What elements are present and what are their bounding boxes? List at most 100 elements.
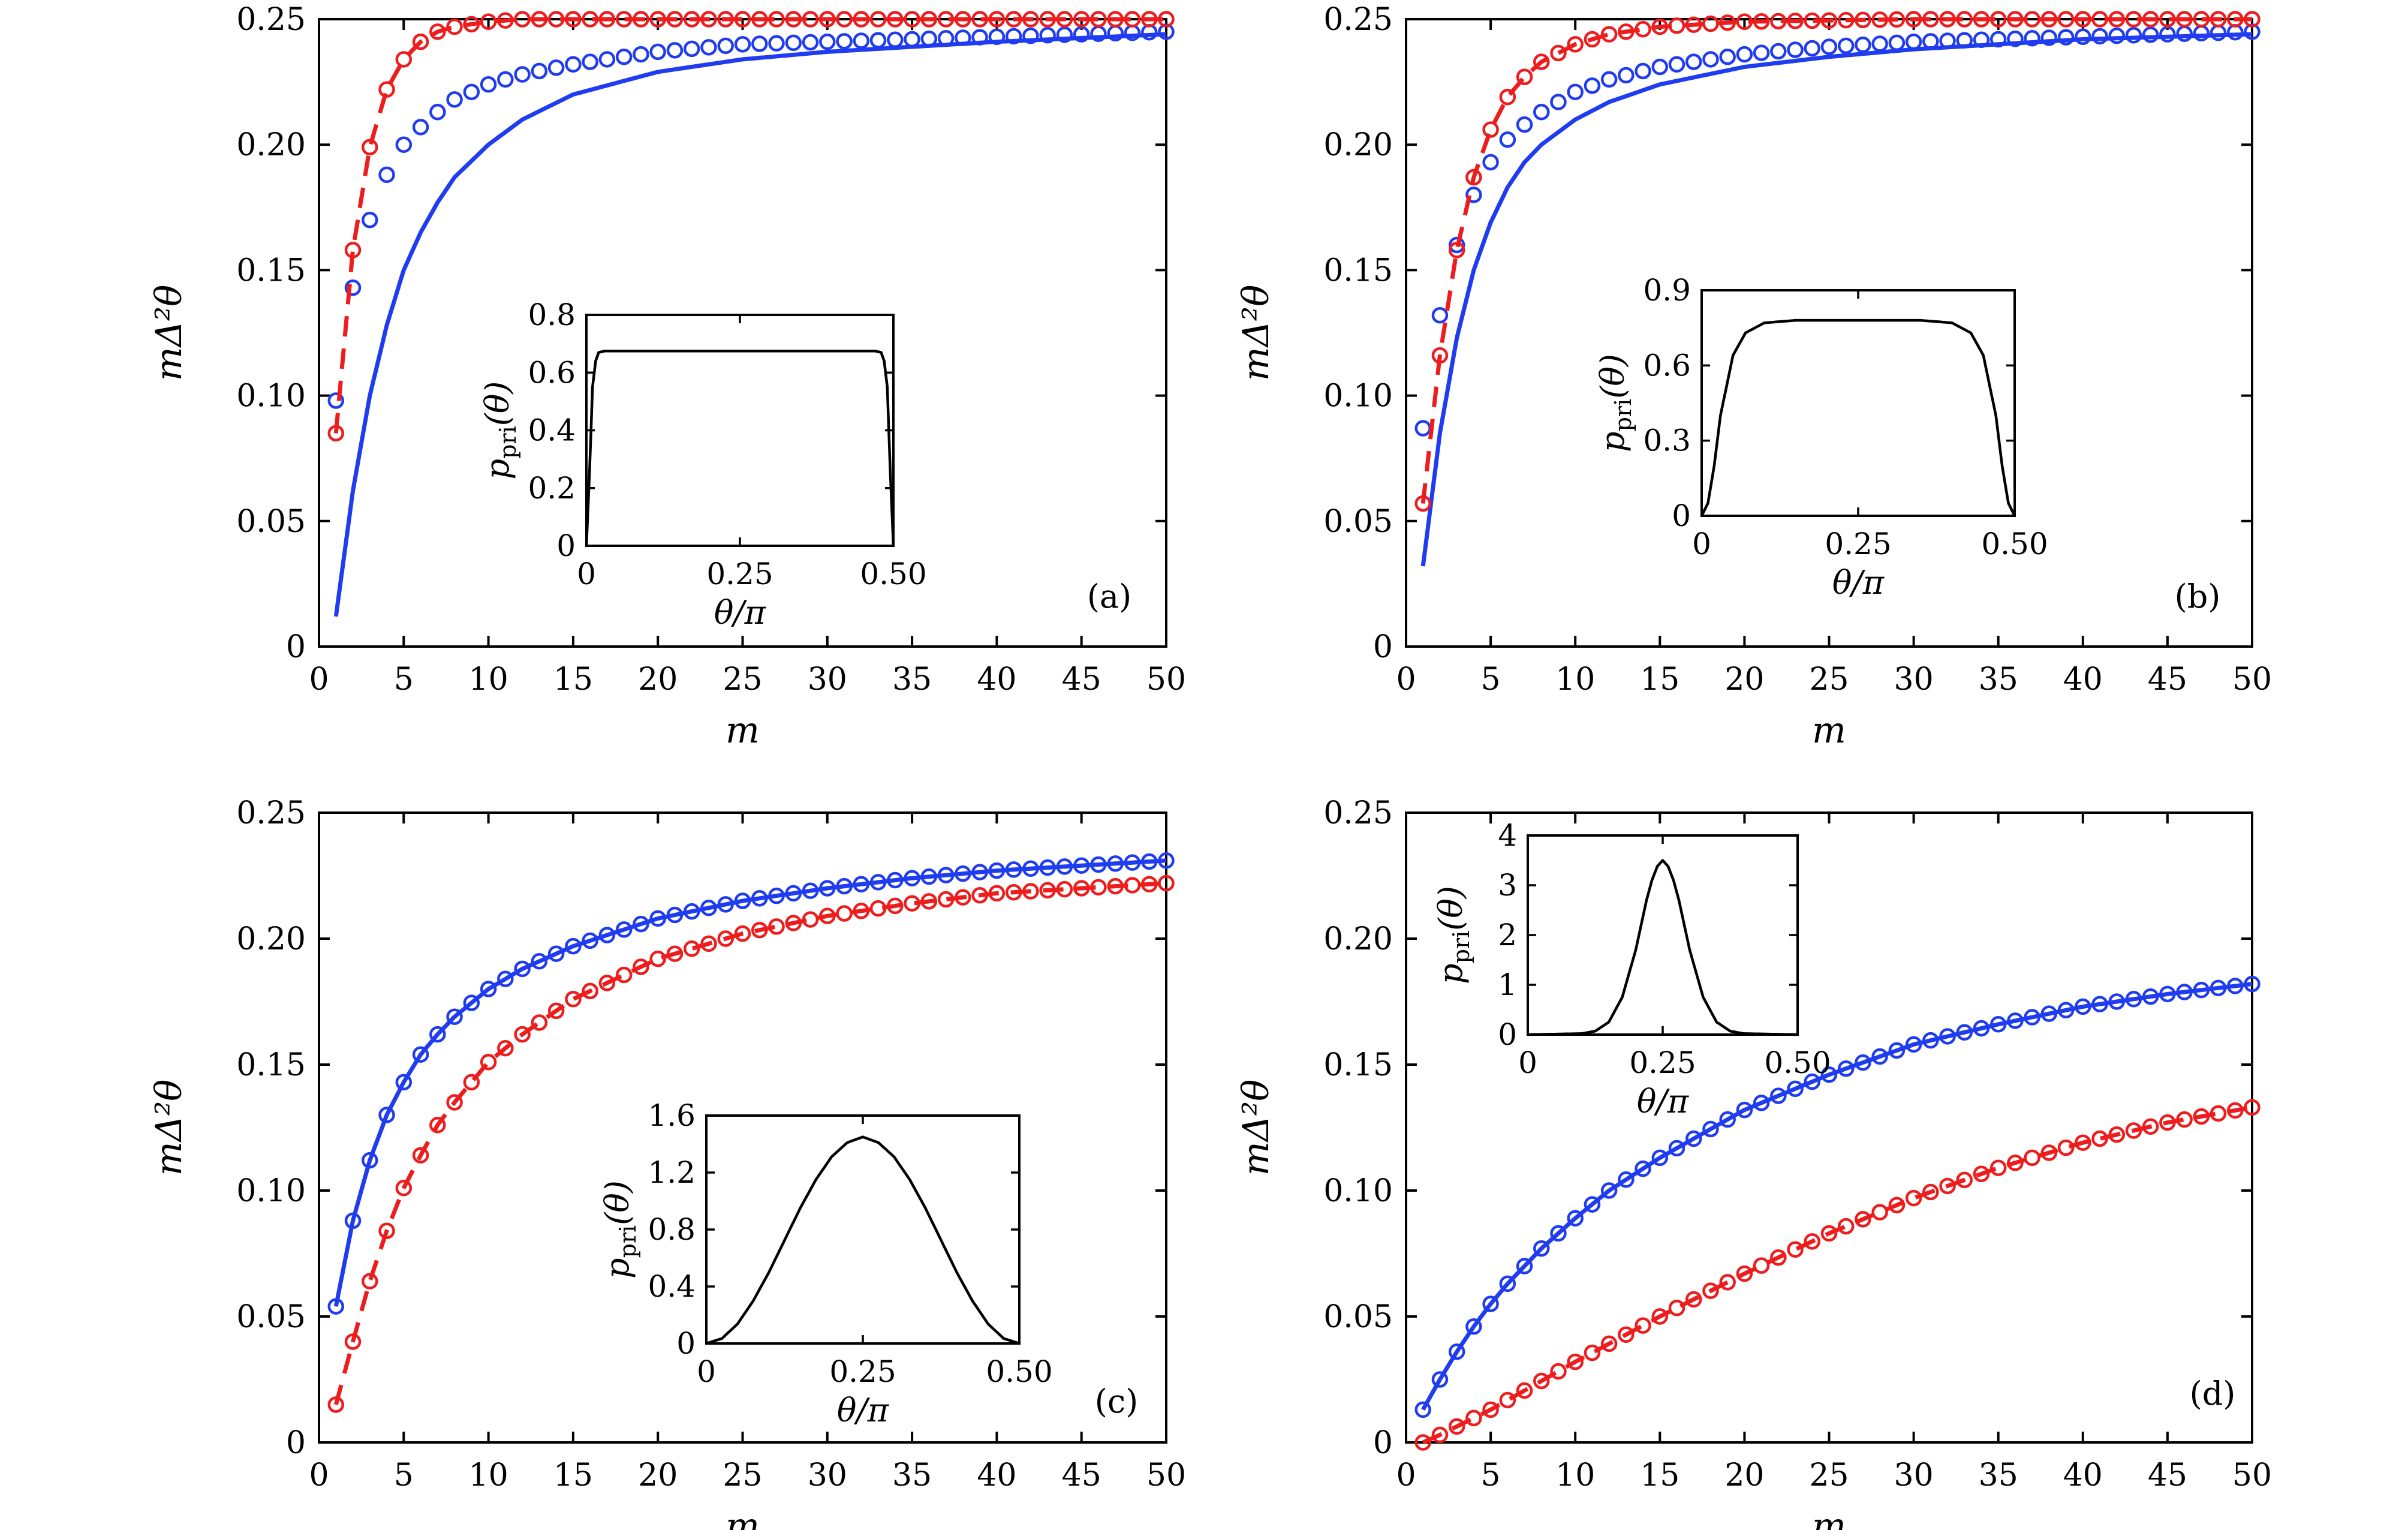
red-marker xyxy=(514,1026,531,1043)
blue-marker xyxy=(446,91,463,108)
x-tick-label: 35 xyxy=(1979,662,2018,698)
blue-marker xyxy=(1837,1060,1855,1077)
x-tick-label: 40 xyxy=(977,662,1016,698)
red-marker xyxy=(955,11,971,28)
red-marker xyxy=(836,905,853,922)
red-marker xyxy=(1871,11,1888,28)
red-marker xyxy=(1618,1326,1635,1343)
x-axis-label: m xyxy=(1812,710,1846,752)
x-axis-label: m xyxy=(1812,1505,1846,1530)
inset-y-tick-label: 1.2 xyxy=(648,1155,696,1190)
inset-y-axis-label: ppri(θ) xyxy=(1594,354,1636,452)
inset-frame xyxy=(1527,834,1799,1036)
red-marker xyxy=(1005,11,1022,28)
red-marker xyxy=(1567,1353,1584,1370)
red-marker xyxy=(2125,11,2142,28)
red-marker xyxy=(1140,11,1158,28)
blue-marker xyxy=(1005,861,1022,878)
x-tick-label: 20 xyxy=(1724,1457,1764,1493)
red-marker xyxy=(1414,495,1431,512)
blue-marker xyxy=(2075,998,2091,1015)
red-marker xyxy=(480,13,497,30)
red-marker xyxy=(1651,18,1669,35)
blue-marker xyxy=(1431,1371,1449,1388)
red-marker xyxy=(2193,1108,2210,1125)
blue-marker xyxy=(1039,27,1056,44)
panel-tag: (a) xyxy=(1087,578,1131,615)
inset-y-tick-label: 0 xyxy=(1498,1017,1517,1052)
blue-marker xyxy=(582,932,598,949)
x-tick-label: 5 xyxy=(394,662,414,698)
blue-marker xyxy=(768,887,785,904)
x-tick-label: 30 xyxy=(808,662,847,698)
red-marker xyxy=(1533,1372,1550,1390)
blue-marker xyxy=(1482,154,1499,171)
blue-marker xyxy=(1107,855,1124,872)
blue-marker xyxy=(785,885,802,902)
red-marker xyxy=(463,16,480,33)
red-marker xyxy=(988,885,1006,902)
blue-marker xyxy=(1550,94,1567,110)
blue-marker xyxy=(598,51,616,68)
x-tick-label: 0 xyxy=(1396,662,1416,698)
red-marker xyxy=(1140,876,1158,893)
blue-marker xyxy=(2125,27,2142,44)
red-marker xyxy=(1090,879,1107,896)
inset-y-tick-label: 4 xyxy=(1498,818,1517,853)
blue-marker xyxy=(1837,37,1855,55)
blue-marker xyxy=(1651,58,1669,76)
blue-marker xyxy=(1448,1343,1465,1360)
inset-y-tick-label: 0 xyxy=(1672,498,1691,533)
red-marker xyxy=(1448,1418,1465,1435)
blue-marker xyxy=(1989,31,2007,48)
red-marker xyxy=(1905,11,1922,28)
blue-marker xyxy=(2057,1002,2075,1019)
red-marker xyxy=(2176,11,2193,28)
blue-marker xyxy=(904,870,920,886)
blue-marker xyxy=(2159,985,2176,1003)
blue-marker xyxy=(937,30,955,47)
inset-y-tick-label: 1 xyxy=(1498,967,1517,1002)
blue-marker xyxy=(565,937,582,955)
red-marker xyxy=(1668,1299,1685,1316)
red-marker xyxy=(853,903,870,919)
blue-marker xyxy=(1039,859,1056,876)
blue-marker xyxy=(1820,1066,1838,1083)
inset-y-tick-label: 0.6 xyxy=(1643,348,1691,383)
red-marker xyxy=(565,11,582,28)
red-marker xyxy=(1056,880,1073,898)
inset-x-tick-label: 0.25 xyxy=(706,557,773,591)
blue-marker xyxy=(1787,41,1804,58)
blue-marker xyxy=(1905,1036,1922,1053)
blue-marker xyxy=(2142,988,2159,1005)
red-marker xyxy=(1158,874,1175,892)
blue-marker xyxy=(429,104,446,121)
x-tick-label: 50 xyxy=(1146,1457,1186,1493)
blue-marker xyxy=(1871,35,1888,52)
red-marker xyxy=(395,1180,413,1197)
blue-marker xyxy=(2176,984,2193,1000)
x-tick-label: 25 xyxy=(723,1457,762,1493)
inset-y-label-sub: pri xyxy=(615,1225,641,1258)
blue-marker xyxy=(717,37,734,55)
red-marker xyxy=(344,242,362,258)
blue-marker xyxy=(1090,856,1107,873)
blue-marker xyxy=(836,33,853,50)
blue-marker xyxy=(904,31,920,48)
inset-x-axis-label: θ/π xyxy=(1832,564,1885,602)
blue-marker xyxy=(446,1008,463,1025)
blue-marker xyxy=(1719,1111,1736,1128)
blue-marker xyxy=(1685,1130,1702,1147)
inset-prior-curve xyxy=(585,349,895,546)
x-tick-label: 45 xyxy=(2148,662,2187,698)
blue-marker xyxy=(836,877,853,895)
red-marker xyxy=(531,1014,548,1031)
red-marker xyxy=(565,991,582,1008)
red-marker xyxy=(497,1039,514,1057)
x-tick-label: 40 xyxy=(2063,662,2103,698)
blue-marker xyxy=(344,279,362,296)
red-marker xyxy=(869,900,887,917)
red-marker xyxy=(937,11,955,28)
red-marker xyxy=(429,1117,446,1134)
